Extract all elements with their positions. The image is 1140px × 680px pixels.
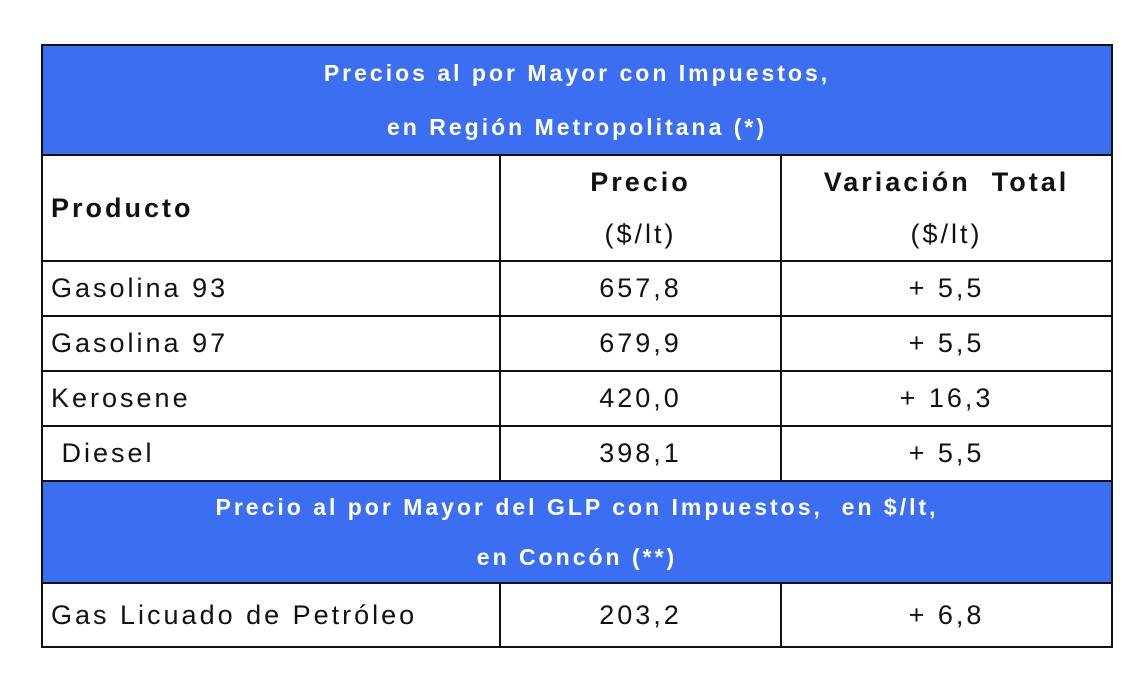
banner-metropolitan: Precios al por Mayor con Impuestos, en R… — [40, 44, 1114, 156]
product-cell: Diesel — [41, 425, 501, 482]
fuel-prices-table: Precios al por Mayor con Impuestos, en R… — [40, 44, 1114, 648]
table-row: Diesel 398,1 + 5,5 — [41, 425, 1114, 482]
table-row-glp: Gas Licuado de Petróleo 203,2 + 6,8 — [41, 582, 1114, 648]
variation-cell: + 5,5 — [779, 315, 1114, 372]
product-cell-glp: Gas Licuado de Petróleo — [41, 582, 501, 648]
column-header-variation-label: Variación Total — [823, 167, 1070, 197]
price-cell-glp: 203,2 — [499, 582, 782, 648]
banner-metropolitan-region: en Región Metropolitana (*) — [387, 114, 768, 140]
price-cell: 679,9 — [499, 315, 782, 372]
column-header-price-unit: ($/lt) — [604, 219, 677, 249]
product-cell: Gasolina 97 — [41, 315, 501, 372]
price-cell: 398,1 — [499, 425, 782, 482]
variation-cell: + 16,3 — [779, 370, 1114, 427]
table-row: Gasolina 93 657,8 + 5,5 — [41, 260, 1114, 317]
variation-cell: + 5,5 — [779, 425, 1114, 482]
product-cell: Gasolina 93 — [41, 260, 501, 317]
price-cell: 657,8 — [499, 260, 782, 317]
banner-glp-location: en Concón (**) — [476, 544, 678, 570]
variation-cell: + 5,5 — [779, 260, 1114, 317]
banner-glp-title: Precio al por Mayor del GLP con Impuesto… — [215, 494, 939, 520]
banner-metropolitan-title: Precios al por Mayor con Impuestos, — [323, 60, 831, 86]
prices-table-container: Precios al por Mayor con Impuestos, en R… — [40, 44, 1114, 648]
price-cell: 420,0 — [499, 370, 782, 427]
header-row: Producto Precio ($/lt) Variación Total (… — [41, 154, 1114, 262]
column-header-price-label: Precio — [590, 167, 691, 197]
table-row: Kerosene 420,0 + 16,3 — [41, 370, 1114, 427]
banner-row-glp: Precio al por Mayor del GLP con Impuesto… — [40, 480, 1114, 584]
column-header-product: Producto — [41, 154, 501, 262]
variation-cell-glp: + 6,8 — [779, 582, 1114, 648]
column-header-price: Precio ($/lt) — [499, 154, 782, 262]
banner-row-metropolitan: Precios al por Mayor con Impuestos, en R… — [40, 44, 1114, 156]
banner-glp: Precio al por Mayor del GLP con Impuesto… — [40, 480, 1114, 584]
column-header-variation-unit: ($/lt) — [910, 219, 983, 249]
column-header-variation: Variación Total ($/lt) — [779, 154, 1114, 262]
product-cell: Kerosene — [41, 370, 501, 427]
table-row: Gasolina 97 679,9 + 5,5 — [41, 315, 1114, 372]
